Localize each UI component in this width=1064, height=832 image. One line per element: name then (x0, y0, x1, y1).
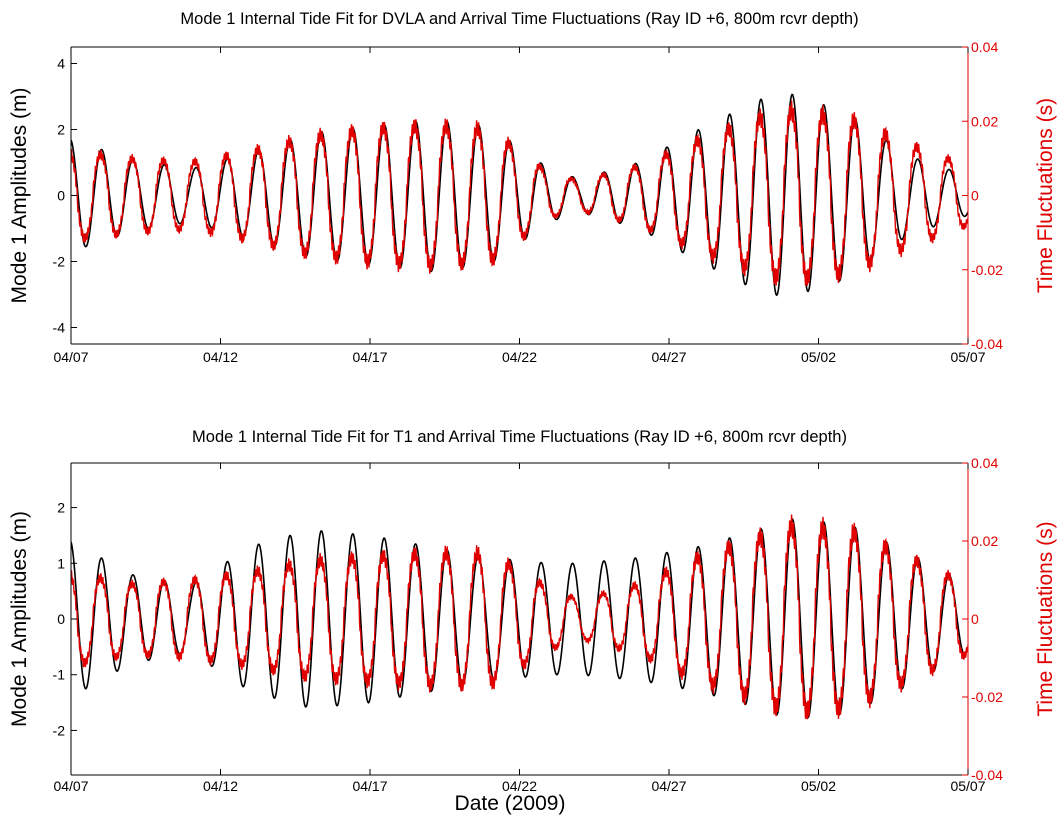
y-tick-label-left: -2 (53, 722, 66, 738)
series-group (71, 93, 968, 297)
y-axis-label-right: Time Fluctuations (s) (1034, 521, 1057, 716)
y-tick-label-right: -0.04 (971, 336, 1003, 352)
chart-title: Mode 1 Internal Tide Fit for DVLA and Ar… (180, 10, 858, 28)
series-line-mode1-amplitude (71, 518, 968, 719)
chart-title: Mode 1 Internal Tide Fit for T1 and Arri… (192, 428, 847, 446)
x-tick-label: 04/22 (502, 778, 537, 794)
x-tick-label: 04/22 (502, 349, 537, 365)
y-tick-label-right: 0.04 (971, 455, 998, 471)
y-tick-label-left: 0 (57, 188, 65, 204)
x-tick-label: 04/12 (203, 349, 238, 365)
x-tick-label: 04/07 (53, 349, 88, 365)
y-axis-label-left: Mode 1 Amplitudes (m) (8, 511, 31, 727)
x-tick-label: 05/07 (950, 778, 985, 794)
y-tick-label-left: -4 (53, 320, 66, 336)
series-group (71, 514, 968, 720)
x-tick-label: 04/27 (651, 778, 686, 794)
x-tick-label: 04/12 (203, 778, 238, 794)
x-tick-label: 04/17 (352, 349, 387, 365)
x-tick-label: 04/07 (53, 778, 88, 794)
series-line-mode1-amplitude (71, 93, 968, 297)
y-tick-label-right: 0.02 (971, 533, 998, 549)
y-tick-label-right: 0.04 (971, 39, 998, 55)
y-axis-label-left: Mode 1 Amplitudes (m) (8, 88, 31, 304)
series-line-time-fluctuation (71, 100, 968, 286)
y-tick-label-left: -1 (53, 667, 66, 683)
y-tick-label-left: 2 (57, 122, 65, 138)
y-tick-label-right: -0.04 (971, 767, 1003, 783)
y-tick-label-left: 0 (57, 611, 65, 627)
y-tick-label-right: 0.02 (971, 113, 998, 129)
x-tick-label: 04/17 (352, 778, 387, 794)
y-tick-label-left: -2 (53, 254, 66, 270)
y-tick-label-right: 0 (971, 611, 979, 627)
x-tick-label: 04/27 (651, 349, 686, 365)
y-tick-label-left: 4 (57, 56, 65, 72)
y-tick-label-right: -0.02 (971, 689, 1003, 705)
y-axis-label-right: Time Fluctuations (s) (1034, 98, 1057, 293)
y-tick-label-right: 0 (971, 188, 979, 204)
x-tick-label: 05/02 (801, 349, 836, 365)
panel-top: Mode 1 Internal Tide Fit for DVLA and Ar… (8, 10, 1057, 365)
y-tick-label-left: 2 (57, 500, 65, 516)
x-tick-label: 05/02 (801, 778, 836, 794)
x-axis-label: Date (2009) (455, 792, 566, 815)
panel-bottom: Mode 1 Internal Tide Fit for T1 and Arri… (8, 428, 1057, 794)
series-line-time-fluctuation (71, 514, 968, 720)
x-tick-label: 05/07 (950, 349, 985, 365)
y-tick-label-left: 1 (57, 555, 65, 571)
y-tick-label-right: -0.02 (971, 262, 1003, 278)
